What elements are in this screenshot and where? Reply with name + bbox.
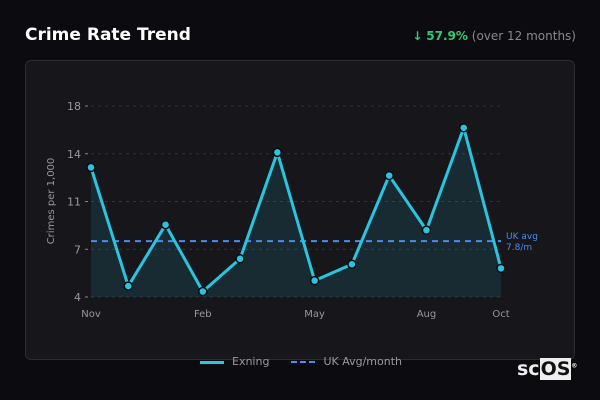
change-note: (over 12 months): [471, 29, 576, 43]
data-point: [384, 170, 394, 181]
y-tick-label: 14: [67, 148, 81, 161]
data-point: [198, 286, 208, 297]
x-tick-label: Nov: [81, 309, 101, 320]
x-tick-label: Aug: [417, 309, 437, 320]
y-tick-label: 18: [67, 100, 81, 113]
area-fill: [91, 127, 501, 297]
y-tick-label: 11: [67, 196, 81, 209]
y-axis-label: Crimes per 1,000: [46, 158, 57, 245]
legend-item-uk-avg[interactable]: UK Avg/month: [291, 355, 402, 368]
uk-average-value: 7.8/m: [506, 243, 532, 253]
scos-logo: scOS®: [517, 358, 578, 380]
data-point: [123, 281, 134, 291]
legend-label: Exning: [232, 355, 270, 368]
legend-item-exning[interactable]: Exning: [200, 355, 269, 368]
data-point: [86, 162, 96, 173]
data-point: [272, 147, 283, 158]
data-point: [458, 123, 469, 133]
data-point: [309, 275, 320, 286]
x-tick-label: Oct: [492, 309, 509, 320]
data-point: [496, 263, 506, 274]
data-point: [160, 219, 171, 230]
down-arrow-icon: ↓: [412, 29, 423, 43]
y-tick-label: 4: [74, 291, 81, 304]
legend-label: UK Avg/month: [323, 355, 402, 368]
chart-card: [25, 60, 575, 360]
uk-average-label: UK avg: [506, 232, 538, 242]
data-point: [421, 225, 432, 235]
change-indicator: ↓ 57.9% (over 12 months): [412, 29, 576, 43]
data-point: [347, 259, 357, 270]
change-percent: 57.9%: [426, 29, 468, 43]
page-title: Crime Rate Trend: [25, 25, 191, 45]
series-line-exning: [89, 126, 503, 294]
legend: Exning UK Avg/month: [200, 355, 402, 368]
x-tick-label: May: [304, 309, 325, 320]
data-point: [235, 254, 245, 264]
x-tick-label: Feb: [194, 309, 212, 320]
y-tick-label: 7: [74, 243, 81, 256]
